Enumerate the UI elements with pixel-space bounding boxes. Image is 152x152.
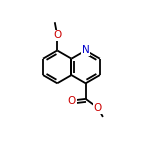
Text: O: O [53,30,61,40]
Text: O: O [94,103,102,113]
Text: N: N [82,45,90,55]
Text: O: O [68,96,76,105]
